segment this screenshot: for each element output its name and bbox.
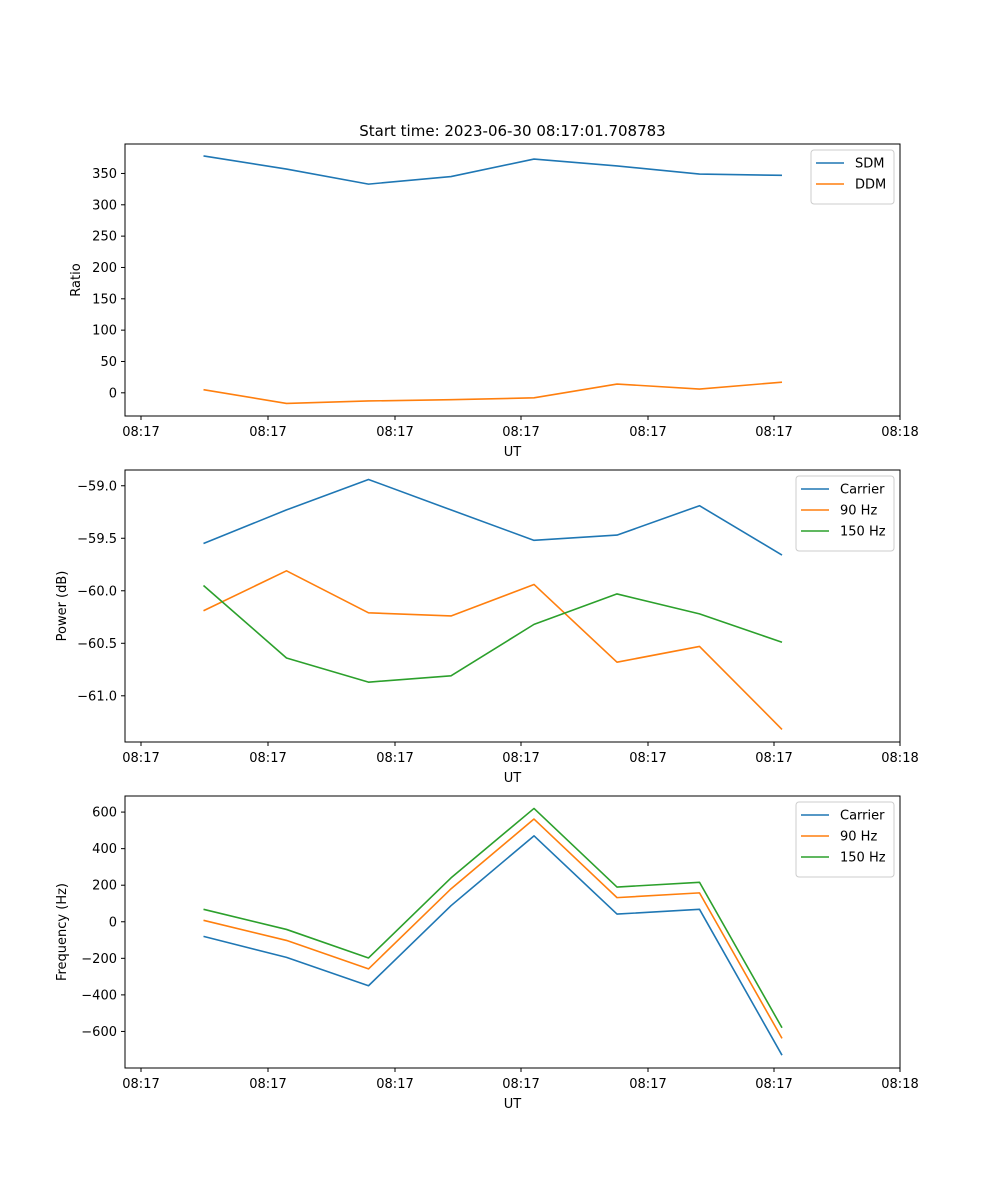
y-tick-label: −60.0 <box>77 584 117 599</box>
x-axis-label: UT <box>504 771 522 786</box>
y-tick-label: 200 <box>92 879 117 894</box>
x-tick-label: 08:17 <box>755 751 792 766</box>
y-axis-label: Ratio <box>69 263 84 296</box>
legend-label: SDM <box>855 157 884 172</box>
x-tick-label: 08:17 <box>629 425 666 440</box>
y-tick-label: −200 <box>81 952 117 967</box>
legend: Carrier 90 Hz 150 Hz <box>795 475 895 552</box>
x-tick-label: 08:17 <box>122 425 159 440</box>
y-axis-label: Frequency (Hz) <box>55 883 70 981</box>
x-tick-label: 08:17 <box>502 1077 539 1092</box>
chart-title: Start time: 2023-06-30 08:17:01.708783 <box>359 122 665 140</box>
x-tick-label: 08:17 <box>249 425 286 440</box>
x-tick-label: 08:17 <box>376 425 413 440</box>
series-line-carrier <box>203 835 783 1056</box>
y-axis-label: Power (dB) <box>55 571 70 642</box>
series-line-150-hz <box>203 807 783 1029</box>
legend-box <box>795 801 895 878</box>
x-tick-label: 08:17 <box>249 751 286 766</box>
x-tick-label: 08:17 <box>249 1077 286 1092</box>
axes-frame <box>124 795 901 1069</box>
series-line-ddm <box>203 381 783 405</box>
series-line-90-hz <box>203 570 783 730</box>
y-tick-label: −61.0 <box>77 689 117 704</box>
x-tick-label: 08:17 <box>122 751 159 766</box>
y-tick-label: 0 <box>109 386 117 401</box>
x-tick-label: 08:17 <box>755 425 792 440</box>
legend-label: Carrier <box>840 483 885 498</box>
x-tick-label: 08:18 <box>881 1077 918 1092</box>
y-tick-label: 50 <box>100 355 117 370</box>
legend-label: 90 Hz <box>840 504 877 519</box>
y-tick-label: −600 <box>81 1025 117 1040</box>
x-tick-label: 08:17 <box>502 751 539 766</box>
panel-1: 08:17 08:17 08:17 08:17 08:17 08:17 08:18 0 50 10… <box>69 143 919 460</box>
y-tick-label: 0 <box>109 915 117 930</box>
series-line-carrier <box>203 478 783 556</box>
y-tick-label: 400 <box>92 842 117 857</box>
series-line-sdm <box>203 155 783 185</box>
y-tick-label: 200 <box>92 261 117 276</box>
panels: 08:17 08:17 08:17 08:17 08:17 08:17 08:18 0 50 10… <box>55 143 919 1112</box>
x-tick-label: 08:18 <box>881 425 918 440</box>
axes-frame <box>124 143 901 417</box>
y-tick-label: 300 <box>92 198 117 213</box>
series-line-90-hz <box>203 818 783 1039</box>
x-tick-label: 08:17 <box>755 1077 792 1092</box>
x-tick-label: 08:17 <box>629 1077 666 1092</box>
legend: SDM DDM <box>810 149 895 205</box>
y-tick-label: −400 <box>81 988 117 1003</box>
legend-label: DDM <box>855 178 886 193</box>
x-tick-label: 08:17 <box>376 1077 413 1092</box>
y-tick-label: −59.0 <box>77 479 117 494</box>
legend-label: Carrier <box>840 809 885 824</box>
legend: Carrier 90 Hz 150 Hz <box>795 801 895 878</box>
x-axis-label: UT <box>504 445 522 460</box>
x-tick-label: 08:18 <box>881 751 918 766</box>
x-tick-label: 08:17 <box>376 751 413 766</box>
axes-frame <box>124 469 901 743</box>
y-tick-label: −60.5 <box>77 637 117 652</box>
legend-box <box>795 475 895 552</box>
x-tick-label: 08:17 <box>502 425 539 440</box>
y-tick-label: 250 <box>92 230 117 245</box>
y-tick-label: 350 <box>92 167 117 182</box>
series-line-150-hz <box>202 584 783 683</box>
panel-3: 08:17 08:17 08:17 08:17 08:17 08:17 08:18 600 40… <box>55 795 919 1112</box>
y-tick-label: −59.5 <box>77 532 117 547</box>
y-tick-label: 100 <box>92 324 117 339</box>
x-tick-label: 08:17 <box>629 751 666 766</box>
x-tick-label: 08:17 <box>122 1077 159 1092</box>
panel-2: 08:17 08:17 08:17 08:17 08:17 08:17 08:18 −59.0… <box>55 469 919 786</box>
legend-label: 90 Hz <box>840 830 877 845</box>
x-axis-label: UT <box>504 1097 522 1112</box>
legend-label: 150 Hz <box>840 851 886 866</box>
y-tick-label: 600 <box>92 806 117 821</box>
legend-label: 150 Hz <box>840 525 886 540</box>
y-tick-label: 150 <box>92 292 117 307</box>
